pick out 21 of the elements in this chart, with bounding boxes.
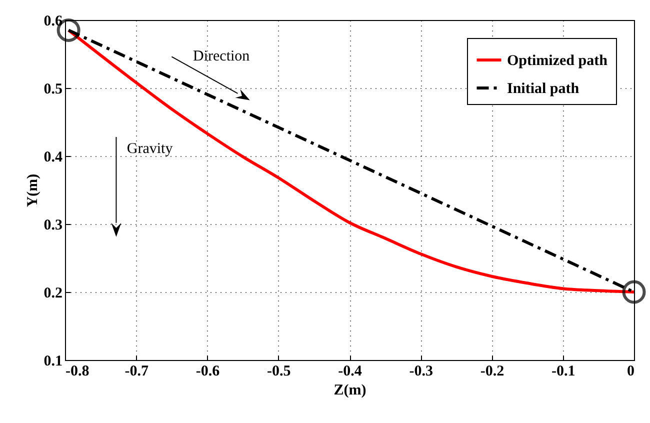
legend-label: Optimized path <box>507 53 608 69</box>
annotation: Gravity <box>126 140 174 157</box>
y-tick-label: 0.1 <box>44 354 62 370</box>
y-tick-label: 0.2 <box>44 286 62 302</box>
y-tick-label: 0.5 <box>44 82 62 98</box>
y-tick-label: 0.4 <box>44 150 63 166</box>
x-tick-label: 0 <box>627 364 634 380</box>
y-tick-label: 0.3 <box>44 218 62 234</box>
x-tick-label: -0.3 <box>409 364 433 380</box>
x-tick-label: -0.4 <box>338 364 362 380</box>
x-tick-label: -0.6 <box>196 364 220 380</box>
x-axis-title: Z(m) <box>334 382 366 398</box>
annotation: Direction <box>193 48 250 64</box>
y-axis-title: Y(m) <box>24 174 41 208</box>
x-tick-label: -0.1 <box>552 364 576 380</box>
y-tick-label: 0.6 <box>44 14 63 30</box>
x-tick-label: -0.8 <box>66 364 90 380</box>
x-tick-label: -0.5 <box>267 364 291 380</box>
x-tick-label: -0.7 <box>124 364 149 380</box>
x-tick-label: -0.2 <box>480 364 504 380</box>
legend-label: Initial path <box>507 81 580 97</box>
